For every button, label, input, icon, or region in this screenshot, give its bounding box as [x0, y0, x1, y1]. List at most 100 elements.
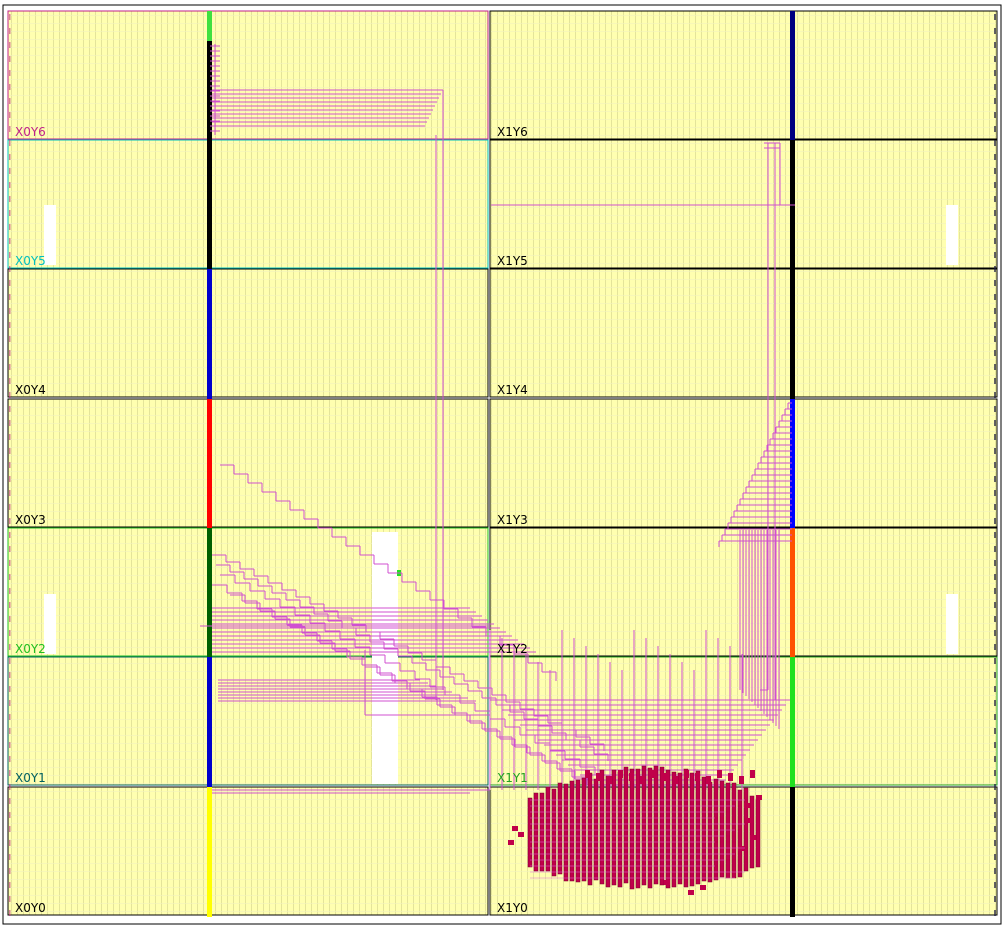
placed-cell-column[interactable] [743, 787, 749, 872]
placed-cell-column[interactable] [737, 789, 743, 878]
io-tick [9, 308, 11, 314]
clock-region-x1y6[interactable] [489, 10, 998, 140]
io-tick [9, 714, 11, 720]
placed-cell[interactable] [738, 846, 744, 851]
clock-region-x0y0[interactable] [7, 786, 489, 916]
placed-cell-column[interactable] [641, 765, 647, 886]
io-tick [9, 686, 11, 692]
bram-column [946, 594, 958, 654]
placed-cell[interactable] [585, 770, 590, 778]
placed-cell-column[interactable] [707, 781, 713, 883]
clock-region-x1y3[interactable] [489, 398, 998, 528]
placed-cell[interactable] [673, 776, 678, 784]
io-tick [9, 322, 11, 328]
placed-cell-column[interactable] [575, 779, 581, 883]
io-tick [994, 658, 996, 664]
placed-cell[interactable] [518, 832, 524, 837]
io-tick [9, 266, 11, 272]
placed-cell-column[interactable] [671, 771, 677, 888]
io-tick [994, 154, 996, 160]
io-tick [994, 294, 996, 300]
placed-cell[interactable] [664, 880, 670, 885]
placed-cell-column[interactable] [557, 782, 563, 875]
placed-cell[interactable] [596, 773, 601, 781]
placed-cell-column[interactable] [683, 768, 689, 888]
placed-cell-column[interactable] [569, 780, 575, 882]
placed-cell-column[interactable] [593, 778, 599, 881]
clock-region-x1y4[interactable] [489, 268, 998, 398]
io-tick [994, 350, 996, 356]
clock-region-x0y3[interactable] [7, 398, 489, 528]
io-tick [9, 196, 11, 202]
right-clock-spine [790, 399, 795, 529]
placed-cell-column[interactable] [533, 792, 539, 872]
placed-cell-column[interactable] [755, 798, 761, 868]
placed-cell[interactable] [756, 795, 762, 800]
clock-region-x0y2[interactable] [7, 527, 489, 657]
io-tick [9, 28, 11, 34]
placed-cell-column[interactable] [581, 777, 587, 882]
placed-cell-column[interactable] [653, 765, 659, 885]
clock-region-label: X0Y5 [15, 254, 46, 268]
placed-cell-column[interactable] [725, 782, 731, 879]
placed-cell[interactable] [684, 770, 689, 778]
placed-cell-column[interactable] [599, 769, 605, 885]
placed-cell-column[interactable] [563, 783, 569, 882]
placed-cell[interactable] [640, 776, 645, 784]
placed-cell[interactable] [739, 776, 744, 784]
placed-cell-column[interactable] [551, 788, 557, 877]
clock-region-x0y1[interactable] [7, 656, 489, 786]
placed-cell-column[interactable] [713, 778, 719, 881]
io-tick [9, 602, 11, 608]
io-tick [9, 336, 11, 342]
placed-cell-column[interactable] [629, 768, 635, 890]
placed-cell-column[interactable] [527, 797, 533, 868]
placed-cell[interactable] [512, 826, 518, 831]
placed-cell-column[interactable] [605, 775, 611, 888]
placed-cell[interactable] [706, 776, 711, 784]
placed-cell[interactable] [688, 890, 694, 895]
placed-cell[interactable] [728, 773, 733, 781]
placed-cell[interactable] [700, 885, 706, 890]
placed-cell[interactable] [508, 840, 514, 845]
bram-column [44, 594, 56, 654]
placed-cell-column[interactable] [689, 772, 695, 887]
io-tick [994, 770, 996, 776]
placed-cell[interactable] [662, 773, 667, 781]
placed-cells[interactable] [508, 765, 762, 895]
placed-cell[interactable] [746, 818, 752, 823]
placed-cell-column[interactable] [623, 766, 629, 884]
placed-cell[interactable] [750, 835, 756, 840]
placed-cell-column[interactable] [749, 795, 755, 869]
placed-cell-column[interactable] [539, 792, 545, 872]
placed-cell[interactable] [618, 770, 623, 778]
placed-cell[interactable] [744, 803, 750, 808]
clock-region-x0y5[interactable] [7, 139, 489, 269]
placed-cell[interactable] [651, 770, 656, 778]
placed-cell-column[interactable] [665, 769, 671, 889]
placed-cell-column[interactable] [731, 782, 737, 879]
placed-cell[interactable] [717, 770, 722, 778]
placed-cell-column[interactable] [587, 772, 593, 886]
placed-cell-column[interactable] [635, 768, 641, 889]
placed-cell-column[interactable] [617, 771, 623, 888]
placed-cell-column[interactable] [701, 776, 707, 882]
placed-cell-column[interactable] [611, 769, 617, 886]
placed-cell[interactable] [607, 776, 612, 784]
placed-cell-column[interactable] [647, 767, 653, 889]
placed-cell[interactable] [750, 770, 755, 778]
placed-cell-column[interactable] [659, 766, 665, 886]
placed-cell-column[interactable] [695, 770, 701, 885]
clock-region-x1y5[interactable] [489, 139, 998, 269]
placed-cell[interactable] [629, 773, 634, 781]
placed-cell-column[interactable] [719, 780, 725, 878]
clock-region-x0y6[interactable] [7, 10, 489, 140]
left-clock-spine [207, 399, 212, 529]
io-tick [9, 126, 11, 132]
clock-region-x0y4[interactable] [7, 268, 489, 398]
placed-cell[interactable] [695, 773, 700, 781]
placed-cell-column[interactable] [677, 772, 683, 885]
placed-cell-column[interactable] [545, 786, 551, 872]
io-tick [9, 504, 11, 510]
